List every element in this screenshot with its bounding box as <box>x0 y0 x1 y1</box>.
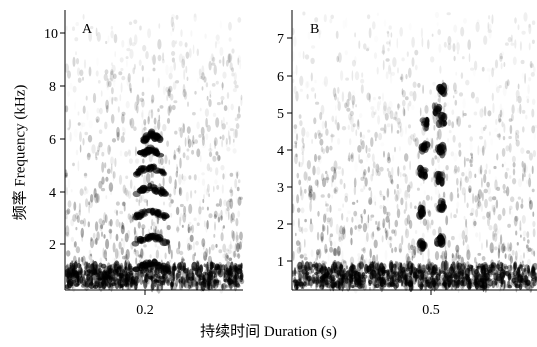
panel-b-xtick-0-5: 0.5 <box>422 303 440 318</box>
x-axis-title: 持续时间 Duration (s) <box>200 324 337 340</box>
panel-b-label: B <box>310 22 319 37</box>
y-axis-title-text: 频率 Frequency (kHz) <box>12 84 29 220</box>
panel-b-ytick-3: 3 <box>277 181 284 196</box>
panel-b-ytick-6: 6 <box>277 70 284 85</box>
panel-a-ticks <box>60 32 146 295</box>
panel-a-xtick-0-2: 0.2 <box>136 303 154 318</box>
panel-a: 2 4 6 8 10 0.2 A <box>44 10 245 318</box>
panel-b-ytick-4: 4 <box>277 144 284 159</box>
panel-b-ytick-7: 7 <box>277 32 284 47</box>
panel-a-ytick-4: 4 <box>49 186 56 201</box>
y-axis-title: 频率 Frequency (kHz) <box>4 42 34 262</box>
panel-a-ytick-10: 10 <box>44 27 58 42</box>
panel-a-spectrogram <box>64 13 245 294</box>
panel-b-ticks <box>287 37 432 295</box>
panel-a-ytick-2: 2 <box>49 238 56 253</box>
panel-b-ytick-2: 2 <box>277 218 284 233</box>
panel-a-label: A <box>82 22 93 37</box>
panel-a-ytick-8: 8 <box>49 80 56 95</box>
panel-b-spectrogram <box>291 11 537 294</box>
panel-b-ytick-1: 1 <box>277 255 284 270</box>
panel-b: 1 2 3 4 5 6 7 0.5 B <box>277 10 537 318</box>
panel-a-ytick-6: 6 <box>49 133 56 148</box>
panel-b-ytick-5: 5 <box>277 107 284 122</box>
